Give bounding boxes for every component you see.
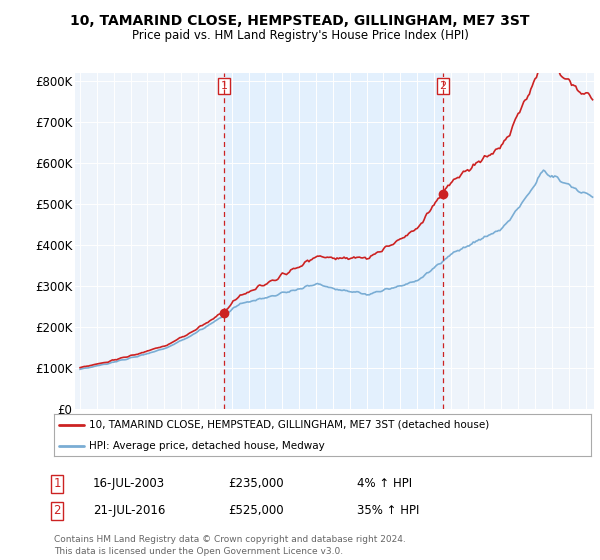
Text: 2: 2 — [53, 504, 61, 517]
Text: 2: 2 — [439, 81, 446, 91]
Text: Contains HM Land Registry data © Crown copyright and database right 2024.: Contains HM Land Registry data © Crown c… — [54, 535, 406, 544]
Text: 16-JUL-2003: 16-JUL-2003 — [93, 477, 165, 491]
Text: 1: 1 — [53, 477, 61, 491]
Text: £525,000: £525,000 — [228, 504, 284, 517]
Text: Price paid vs. HM Land Registry's House Price Index (HPI): Price paid vs. HM Land Registry's House … — [131, 29, 469, 42]
Text: £235,000: £235,000 — [228, 477, 284, 491]
Text: 21-JUL-2016: 21-JUL-2016 — [93, 504, 166, 517]
Text: 4% ↑ HPI: 4% ↑ HPI — [357, 477, 412, 491]
Text: This data is licensed under the Open Government Licence v3.0.: This data is licensed under the Open Gov… — [54, 547, 343, 556]
Text: HPI: Average price, detached house, Medway: HPI: Average price, detached house, Medw… — [89, 441, 325, 451]
Text: 35% ↑ HPI: 35% ↑ HPI — [357, 504, 419, 517]
Bar — [224, 73, 443, 409]
Text: 10, TAMARIND CLOSE, HEMPSTEAD, GILLINGHAM, ME7 3ST: 10, TAMARIND CLOSE, HEMPSTEAD, GILLINGHA… — [70, 14, 530, 28]
Text: 10, TAMARIND CLOSE, HEMPSTEAD, GILLINGHAM, ME7 3ST (detached house): 10, TAMARIND CLOSE, HEMPSTEAD, GILLINGHA… — [89, 420, 489, 430]
Text: 1: 1 — [220, 81, 227, 91]
